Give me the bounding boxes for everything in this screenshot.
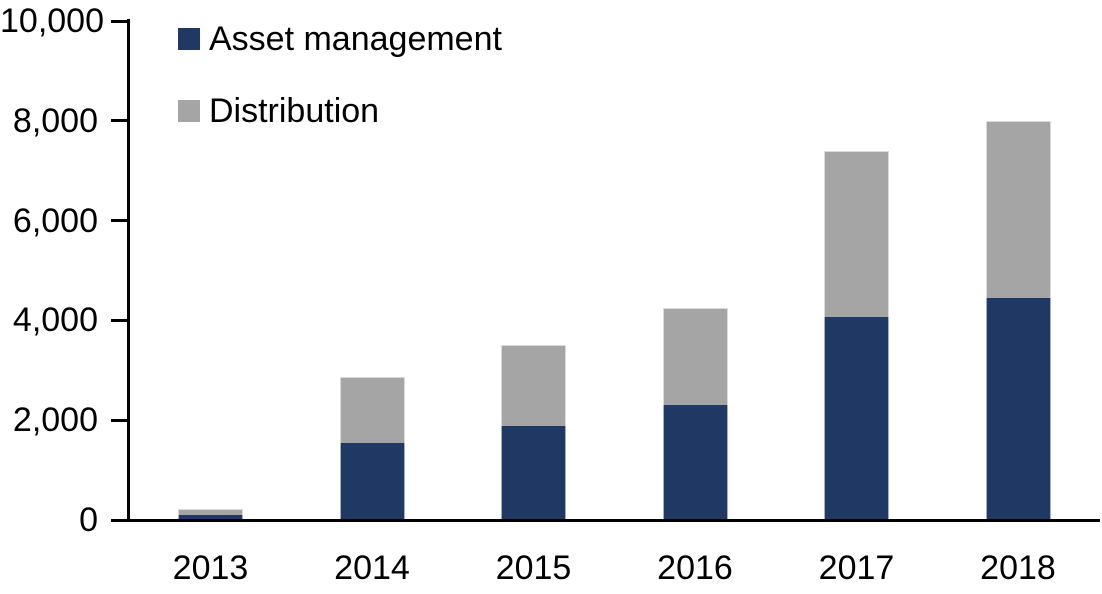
x-label-2013: 2013 bbox=[172, 549, 249, 587]
x-axis-line bbox=[127, 519, 1100, 522]
bar-segment-2018-distribution bbox=[985, 120, 1051, 299]
y-tick-2-000 bbox=[111, 418, 127, 422]
bar-segment-2014-asset-management bbox=[339, 442, 405, 520]
bar-segment-2015-distribution bbox=[501, 345, 566, 426]
bar-segment-2016-distribution bbox=[662, 307, 728, 405]
legend-swatch-distribution bbox=[178, 100, 200, 122]
y-tick-8-000 bbox=[111, 119, 127, 123]
y-tick-6-000 bbox=[111, 219, 127, 223]
bar-segment-2013-asset-management bbox=[178, 515, 243, 520]
y-tick-label-4-000: 4,000 bbox=[12, 301, 98, 340]
y-tick-label-8-000: 8,000 bbox=[12, 101, 98, 140]
y-tick-label-6-000: 6,000 bbox=[12, 201, 98, 240]
y-tick-label-10-000: 10,000 bbox=[0, 2, 104, 40]
legend-swatch-asset-management bbox=[178, 28, 200, 50]
bar-segment-2016-asset-management bbox=[662, 404, 728, 520]
x-label-2017: 2017 bbox=[818, 549, 895, 587]
x-label-2014: 2014 bbox=[334, 549, 410, 587]
y-tick-10-000 bbox=[111, 19, 127, 23]
y-tick-0 bbox=[111, 518, 127, 522]
x-label-2015: 2015 bbox=[495, 549, 572, 587]
bar-segment-2017-distribution bbox=[824, 151, 889, 318]
x-label-2016: 2016 bbox=[657, 549, 733, 587]
y-tick-4-000 bbox=[111, 318, 127, 322]
bar-segment-2014-distribution bbox=[339, 377, 405, 443]
legend-item-distribution: Distribution bbox=[178, 94, 379, 128]
bar-segment-2013-distribution bbox=[178, 509, 243, 515]
y-axis-line bbox=[127, 19, 130, 522]
x-label-2018: 2018 bbox=[980, 549, 1056, 587]
y-tick-label-0: 0 bbox=[79, 501, 98, 539]
legend-label-asset-management: Asset management bbox=[209, 20, 502, 58]
bar-segment-2015-asset-management bbox=[501, 425, 566, 520]
legend-label-distribution: Distribution bbox=[209, 92, 380, 130]
bar-segment-2017-asset-management bbox=[824, 317, 889, 520]
bar-segment-2018-asset-management bbox=[985, 298, 1051, 520]
legend-item-asset-management: Asset management bbox=[178, 22, 502, 56]
y-tick-label-2-000: 2,000 bbox=[12, 401, 98, 440]
